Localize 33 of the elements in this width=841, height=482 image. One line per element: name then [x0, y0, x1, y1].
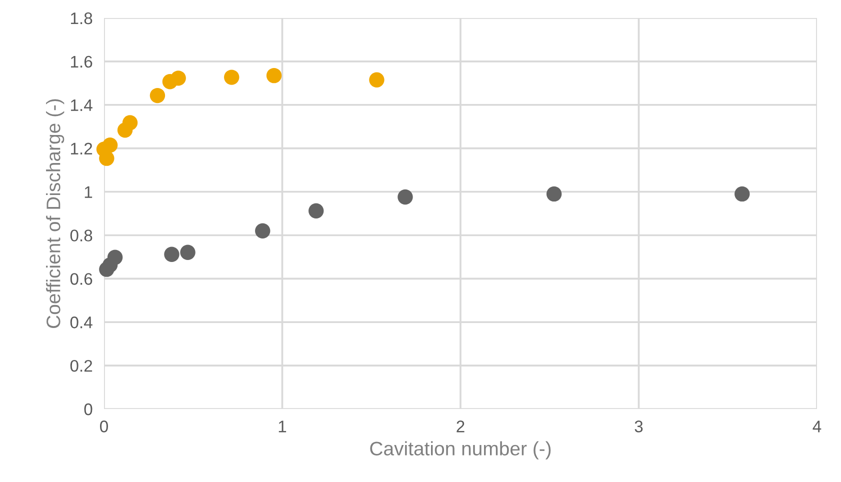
point [398, 189, 413, 205]
x-axis-title: Cavitation number (-) [370, 441, 551, 460]
y-tick-label: 0.2 [70, 360, 92, 372]
point [224, 70, 240, 85]
point [122, 115, 138, 130]
point [308, 203, 324, 218]
point [546, 186, 562, 202]
y-tick-label: 1.4 [70, 99, 92, 111]
y-tick-label: 1.6 [70, 56, 92, 68]
y-tick-label: 0.8 [70, 230, 92, 242]
y-tick-label: 1.2 [70, 142, 92, 154]
y-axis-title: Coefficient of Discharge (-) [46, 99, 64, 328]
x-tick-label: 3 [634, 420, 643, 432]
y-tick-label: 0 [84, 403, 92, 416]
point [180, 244, 196, 260]
y-tick-label: 1 [84, 186, 92, 198]
point [266, 68, 282, 84]
y-tick-label: 1.8 [70, 12, 92, 24]
x-tick-label: 1 [278, 420, 286, 432]
x-tick-label: 2 [456, 420, 464, 432]
point [150, 88, 166, 104]
point [99, 150, 114, 166]
point [102, 137, 118, 153]
point [734, 186, 750, 202]
y-tick-label: 0.4 [70, 316, 92, 328]
point [255, 223, 270, 238]
x-tick-label: 0 [100, 420, 108, 432]
y-tick-label: 0.6 [70, 273, 92, 285]
x-tick-label: 4 [812, 420, 822, 432]
point [369, 72, 384, 88]
point [164, 246, 180, 262]
point [170, 70, 186, 86]
point [107, 250, 123, 265]
